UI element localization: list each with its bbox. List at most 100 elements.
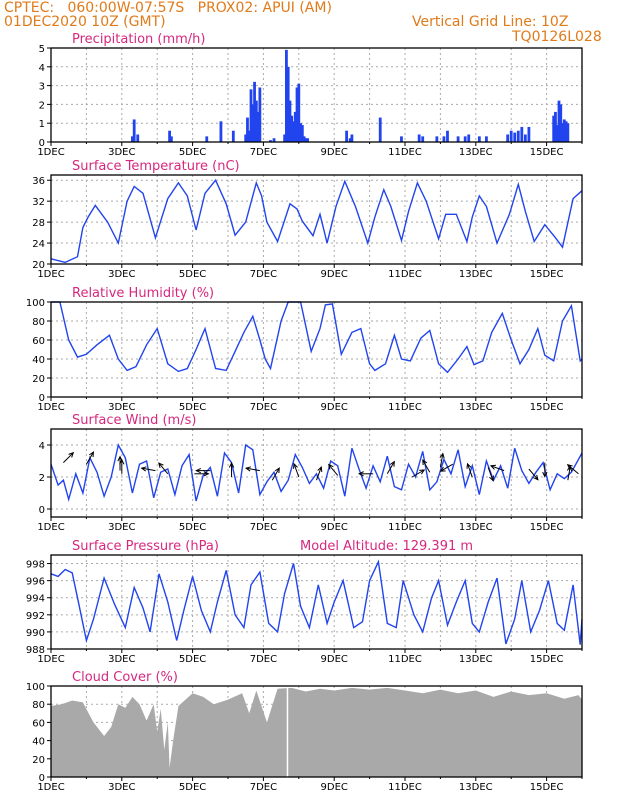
wind-arrow-head [228,461,235,468]
x-tick-label: 7DEC [250,147,277,158]
y-tick-label: 28 [32,218,45,229]
precip-bar [219,121,223,142]
wind-arrow-head [439,466,446,472]
wind-arrow [85,451,94,465]
precip-bar [293,111,297,142]
wind-arrow [158,462,169,475]
series-line [50,559,583,645]
panel-frame [50,685,583,778]
series-line [51,301,583,374]
precip-bar [205,136,209,142]
precip-bar [559,104,563,142]
x-tick-label: 1DEC [37,782,64,793]
wind-arrow [439,453,444,468]
x-tick-label: 11DEC [388,402,422,413]
wind-arrow [328,464,339,476]
precip-bar [557,100,561,142]
wind-arrow-head [158,462,164,469]
series-line [50,178,583,264]
y-tick-label: 36 [32,176,45,187]
precip-bar [132,119,136,142]
precip-bar [506,134,510,142]
precip-bar [290,115,294,142]
x-tick-label: 1DEC [37,654,64,665]
x-tick-label: 1DEC [37,522,64,533]
y-tick-label: 60 [32,336,45,347]
precip-bar [516,130,520,142]
precip-bar [304,138,308,142]
precip-bar [269,140,272,142]
wind-arrow-head [419,469,426,475]
precip-bar [258,87,262,142]
y-tick-label: 20 [32,260,45,271]
x-tick-label: 3DEC [108,402,135,413]
precip-bar [417,134,421,142]
x-tick-label: 11DEC [388,269,422,280]
precip-bar [554,111,557,142]
model-altitude-label: Model Altitude: 129.391 m [300,539,473,554]
wind-arrow [487,467,494,481]
precip-bar [283,134,287,142]
precip-bar [272,138,276,142]
y-tick-label: 4 [39,63,45,74]
y-tick-label: 988 [26,645,45,656]
precip-bar [292,121,295,142]
x-tick-label: 7DEC [250,782,277,793]
y-tick-label: 994 [26,594,45,605]
y-tick-label: 3 [39,82,45,93]
x-tick-label: 5DEC [179,654,206,665]
x-tick-label: 1DEC [37,147,64,158]
wind-arrow [293,463,300,478]
precip-bar [253,81,256,142]
series-line [50,443,583,503]
cloud-cover-area [51,687,582,777]
x-tick-label: 13DEC [459,269,493,280]
wind-arrow-head [566,464,573,470]
precip-bar [350,134,354,142]
precip-bar [168,130,171,142]
wind-arrow-head [203,471,210,477]
y-tick-label: 0 [39,393,45,404]
wind-arrow-head [119,458,125,465]
wind-arrow-head [328,463,334,470]
panel-frame [50,174,583,265]
y-tick-label: 80 [32,317,45,328]
header-date-time: 01DEC2020 10Z (GMT) [4,14,166,30]
wind-arrow [422,459,431,473]
wind-arrow-head [357,471,364,477]
x-tick-label: 7DEC [250,269,277,280]
precip-bar [285,49,288,142]
panel-frame [50,47,583,143]
precip-bar [566,123,570,142]
y-tick-label: 5 [39,44,45,55]
precip-bar [131,136,134,142]
x-tick-label: 3DEC [108,782,135,793]
precip-bar [249,89,253,142]
x-tick-label: 5DEC [179,522,206,533]
wind-arrow-head [466,462,472,469]
precip-bar [286,66,290,142]
precip-bar [345,130,348,142]
y-tick-label: 998 [26,560,45,571]
panel-5: 988 990 992 994 996 998 1DEC 3DEC 5DEC 7DEC 9DEC 11… [26,539,583,665]
y-tick-label: 1 [39,119,45,130]
panel-frame [50,428,583,518]
y-tick-label: 80 [32,700,45,711]
y-tick-label: 992 [26,611,45,622]
x-tick-label: 9DEC [321,147,348,158]
y-tick-label: 996 [26,577,45,588]
precip-bar [562,119,566,142]
x-tick-label: 11DEC [388,522,422,533]
precip-bar [378,117,382,142]
panel-3: 0 20 40 60 80 100 1DEC 3DEC 5DEC 7DEC 9DEC 11DEC 13D… [26,286,583,413]
precip-bar [513,132,517,142]
wind-arrow-head [439,452,445,459]
y-tick-label: 20 [32,374,45,385]
y-tick-label: 2 [39,100,45,111]
precip-bar [520,126,524,142]
x-tick-label: 11DEC [388,147,422,158]
wind-arrow [245,467,260,472]
x-tick-label: 9DEC [321,654,348,665]
wind-arrow [63,452,74,463]
